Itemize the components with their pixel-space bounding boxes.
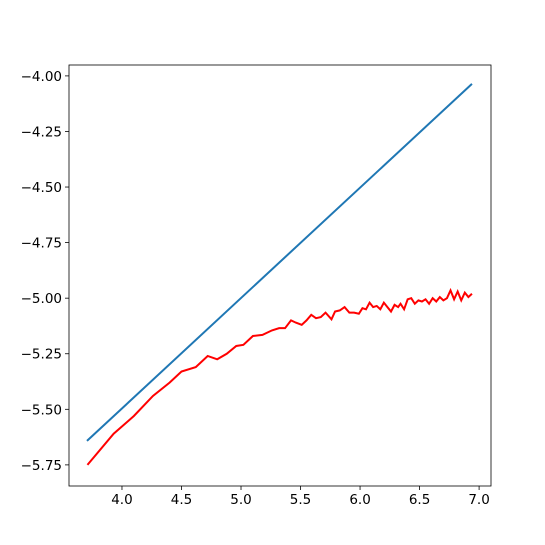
data-line — [86, 83, 473, 442]
y-tick-label: −4.75 — [21, 236, 62, 252]
y-tick-label: −5.00 — [21, 291, 62, 307]
y-tick-label: −4.25 — [21, 124, 62, 140]
x-tick-label: 5.0 — [230, 492, 251, 508]
y-tick-label: −5.50 — [21, 402, 62, 418]
y-tick-label: −4.00 — [21, 69, 62, 85]
y-tick-label: −4.50 — [21, 180, 62, 196]
x-tick-label: 6.5 — [409, 492, 430, 508]
y-tick-label: −5.25 — [21, 347, 62, 363]
x-tick-label: 6.0 — [349, 492, 370, 508]
plot-frame — [68, 64, 492, 487]
y-tick-label: −5.75 — [21, 458, 62, 474]
x-tick-label: 7.0 — [468, 492, 489, 508]
x-tick-label: 4.5 — [171, 492, 192, 508]
data-line — [86, 287, 473, 466]
x-tick-label: 4.0 — [111, 492, 132, 508]
x-tick-label: 5.5 — [290, 492, 311, 508]
